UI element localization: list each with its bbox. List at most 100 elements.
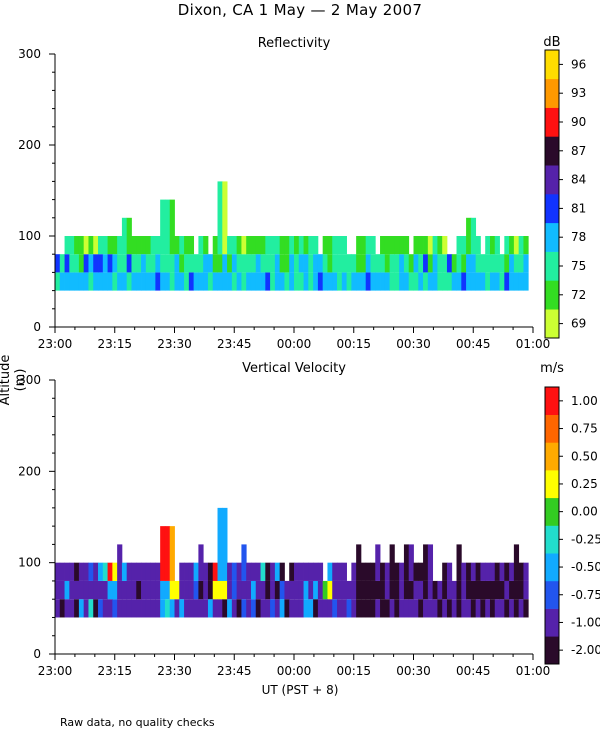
data-cell bbox=[241, 254, 247, 273]
colorbar-tick-label: 93 bbox=[571, 86, 586, 100]
data-cell bbox=[260, 562, 266, 581]
colorbar-frame bbox=[544, 49, 560, 339]
colorbar-tick-label: -1.00 bbox=[571, 615, 600, 629]
data-cell bbox=[145, 580, 151, 600]
data-cell bbox=[437, 599, 443, 618]
data-cell bbox=[489, 236, 496, 255]
data-cell bbox=[279, 272, 285, 291]
data-cell bbox=[107, 236, 113, 255]
data-cell bbox=[499, 580, 505, 600]
data-cell bbox=[375, 580, 381, 600]
data-cell bbox=[332, 562, 338, 581]
x-tick-label: 00:00 bbox=[277, 664, 312, 678]
x-tick-label: 23:00 bbox=[38, 337, 73, 351]
data-cell bbox=[456, 580, 462, 600]
data-cell bbox=[475, 562, 481, 581]
data-cell bbox=[327, 562, 333, 581]
data-cell bbox=[279, 599, 285, 618]
data-cell bbox=[155, 599, 161, 618]
data-cell bbox=[231, 236, 238, 255]
data-cell bbox=[198, 254, 204, 273]
data-cell bbox=[303, 254, 309, 273]
data-cell bbox=[298, 272, 304, 291]
panel-title: Reflectivity bbox=[258, 36, 331, 51]
data-cell bbox=[184, 236, 190, 255]
y-tick-label: 300 bbox=[18, 373, 41, 387]
data-cell bbox=[489, 580, 496, 600]
data-cell bbox=[485, 599, 491, 618]
data-cell bbox=[141, 272, 147, 291]
data-cell bbox=[155, 236, 161, 255]
data-cell bbox=[504, 562, 510, 581]
data-cell bbox=[509, 254, 515, 273]
data-cell bbox=[504, 254, 510, 273]
data-cell bbox=[217, 580, 223, 600]
data-cell bbox=[155, 272, 161, 291]
data-cell bbox=[150, 599, 156, 618]
data-cell bbox=[121, 599, 128, 618]
data-cell bbox=[461, 236, 467, 255]
data-cell bbox=[341, 562, 347, 581]
data-cell bbox=[64, 254, 70, 273]
data-cell bbox=[446, 272, 453, 291]
data-cell bbox=[136, 599, 142, 618]
data-cell bbox=[518, 599, 524, 618]
data-cell bbox=[179, 236, 185, 255]
data-cell bbox=[298, 599, 304, 618]
colorbar-swatch bbox=[545, 636, 559, 665]
x-tick-label: 01:00 bbox=[516, 664, 551, 678]
data-cell bbox=[294, 236, 300, 255]
data-cell bbox=[174, 580, 180, 600]
data-cell bbox=[337, 580, 343, 600]
colorbar-tick-label: 75 bbox=[571, 259, 586, 273]
data-cell bbox=[513, 599, 520, 618]
data-cell bbox=[117, 236, 123, 255]
colorbar-tick-label: 84 bbox=[571, 173, 586, 187]
data-cell bbox=[317, 272, 324, 291]
colorbar-tick-label: -2.00 bbox=[571, 643, 600, 657]
data-cell bbox=[117, 272, 123, 291]
data-cell bbox=[98, 580, 104, 600]
data-cell bbox=[141, 254, 147, 273]
data-cell bbox=[217, 599, 223, 618]
data-cell bbox=[255, 599, 261, 618]
data-cell bbox=[423, 272, 429, 291]
colorbar-swatch bbox=[545, 442, 559, 471]
data-cell bbox=[523, 580, 529, 600]
colorbar-swatch bbox=[545, 222, 559, 252]
data-cell bbox=[423, 580, 429, 600]
data-cell bbox=[160, 199, 166, 255]
data-cell bbox=[193, 272, 199, 291]
data-cell bbox=[461, 580, 467, 600]
data-cell bbox=[102, 272, 108, 291]
data-cell bbox=[499, 599, 505, 618]
data-cell bbox=[427, 544, 434, 581]
data-cell bbox=[489, 254, 496, 273]
data-cell bbox=[246, 254, 252, 273]
data-cell bbox=[145, 599, 151, 618]
data-cell bbox=[250, 580, 257, 600]
page-title: Dixon, CA 1 May — 2 May 2007 bbox=[177, 1, 423, 19]
data-cell bbox=[408, 580, 414, 600]
data-cell bbox=[403, 272, 410, 291]
data-cell bbox=[93, 254, 99, 273]
data-cell bbox=[102, 599, 108, 618]
data-cell bbox=[427, 272, 434, 291]
data-cell bbox=[188, 272, 195, 291]
data-cell bbox=[188, 599, 195, 618]
data-cell bbox=[222, 507, 228, 581]
x-tick-label: 00:15 bbox=[336, 337, 371, 351]
data-cell bbox=[461, 599, 467, 618]
data-cell bbox=[427, 236, 434, 255]
data-cell bbox=[131, 562, 137, 581]
data-cell bbox=[69, 562, 75, 581]
data-cell bbox=[485, 236, 491, 255]
data-cell bbox=[494, 236, 500, 255]
data-cell bbox=[59, 562, 65, 581]
data-cell bbox=[164, 526, 171, 581]
data-cell bbox=[93, 580, 99, 600]
data-cell bbox=[222, 599, 228, 618]
data-cell bbox=[370, 580, 376, 600]
data-cell bbox=[356, 544, 362, 581]
data-cell bbox=[461, 562, 467, 581]
